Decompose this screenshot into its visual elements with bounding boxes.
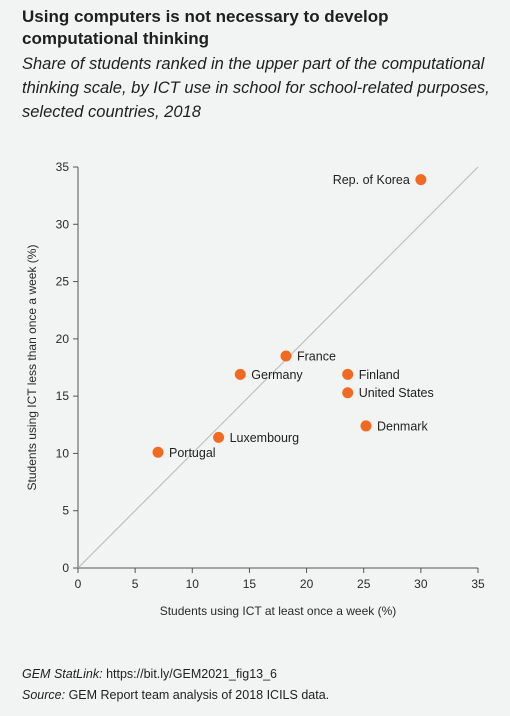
data-point-label: Germany [251, 368, 303, 382]
data-point-label: Finland [359, 368, 400, 382]
data-points: Rep. of Korea France Germany Finland United … [152, 173, 434, 460]
data-point [280, 350, 292, 362]
data-point [152, 446, 164, 458]
data-point [234, 368, 246, 380]
y-tick-label: 0 [62, 561, 69, 575]
y-tick-label: 35 [56, 160, 70, 174]
y-tick-label: 10 [56, 446, 70, 460]
y-tick-label: 5 [62, 504, 69, 518]
x-tick-label: 25 [357, 577, 371, 591]
data-point-label: Portugal [169, 446, 216, 460]
data-point-label: Luxembourg [230, 431, 300, 445]
x-tick-label: 30 [414, 577, 428, 591]
y-tick-label: 30 [56, 217, 70, 231]
y-tick-label: 25 [56, 275, 70, 289]
axis-ticks: 0 5 10 15 20 25 30 35 0 5 10 15 20 25 30 35 [56, 160, 485, 591]
x-tick-label: 20 [300, 577, 314, 591]
x-tick-label: 5 [132, 577, 139, 591]
x-tick-label: 35 [471, 577, 485, 591]
statlink-line: GEM StatLink: https://bit.ly/GEM2021_fig… [22, 664, 502, 685]
x-axis-title: Students using ICT at least once a week … [160, 604, 397, 618]
statlink-url[interactable]: https://bit.ly/GEM2021_fig13_6 [106, 667, 278, 681]
x-tick-label: 10 [186, 577, 200, 591]
equality-diagonal-line [77, 166, 479, 569]
y-tick-label: 15 [56, 389, 70, 403]
scatter-chart: 0 5 10 15 20 25 30 35 0 5 10 15 20 25 30 35 Rep. of Kor… [25, 160, 485, 618]
source-label: Source: [22, 688, 66, 702]
data-point [415, 174, 427, 186]
data-point [342, 387, 354, 399]
chart-title: Using computers is not necessary to deve… [22, 7, 389, 48]
statlink-label: GEM StatLink: [22, 667, 103, 681]
data-point-label: United States [359, 386, 434, 400]
data-point-label: France [297, 350, 336, 364]
x-tick-label: 0 [75, 577, 82, 591]
y-tick-label: 20 [56, 332, 70, 346]
data-point [360, 420, 372, 432]
y-axis-title: Students using ICT less than once a week… [25, 245, 39, 491]
chart-footer: GEM StatLink: https://bit.ly/GEM2021_fig… [22, 664, 502, 706]
data-point-label: Denmark [377, 419, 428, 433]
x-tick-label: 15 [243, 577, 257, 591]
data-point-label: Rep. of Korea [333, 173, 410, 187]
data-point [342, 368, 354, 380]
source-line: Source: GEM Report team analysis of 2018… [22, 685, 502, 706]
chart-subtitle: Share of students ranked in the upper pa… [22, 55, 490, 121]
data-point [213, 431, 225, 443]
chart-frame [77, 166, 479, 569]
source-text: GEM Report team analysis of 2018 ICILS d… [68, 688, 330, 702]
